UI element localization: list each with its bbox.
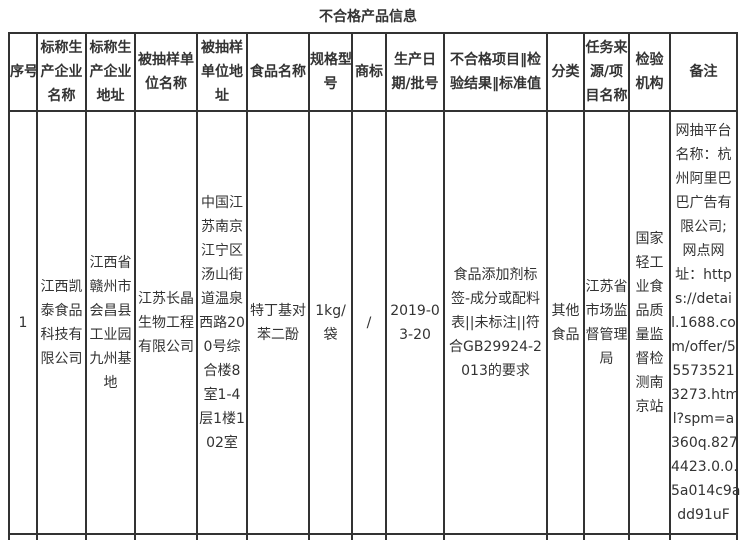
col-header-producer-name: 标称生 产企业 名称	[36, 32, 87, 112]
cell-category: 其他 食品	[546, 110, 585, 535]
col-header-inspection-agency: 检验 机构	[628, 32, 671, 112]
empty-cell	[628, 533, 671, 540]
cell-inspection-agency: 国家 轻工 业食 品质 量监 督检 测南 京站	[628, 110, 671, 535]
next-row-partial	[8, 533, 738, 540]
col-header-seq: 序号	[8, 32, 38, 112]
empty-cell	[669, 533, 738, 540]
col-header-sampled-unit-name: 被抽样单 位名称	[134, 32, 198, 112]
nonconforming-products-table: 序号 标称生 产企业 名称 标称生 产企业 地址 被抽样单 位名称 被抽样 单位…	[8, 32, 740, 540]
empty-cell	[246, 533, 310, 540]
empty-cell	[8, 533, 38, 540]
col-header-production-date-batch: 生产日 期/批号	[385, 32, 445, 112]
col-header-spec-model: 规格型 号	[308, 32, 353, 112]
cell-trademark: /	[351, 110, 387, 535]
empty-cell	[351, 533, 387, 540]
page-title: 不合格产品信息	[319, 9, 417, 25]
empty-cell	[134, 533, 198, 540]
empty-cell	[385, 533, 445, 540]
empty-cell	[443, 533, 548, 540]
col-header-food-name: 食品名称	[246, 32, 310, 112]
empty-cell	[583, 533, 630, 540]
cell-food-name: 特丁基对 苯二酚	[246, 110, 310, 535]
cell-producer-name: 江西凯 泰食品 科技有 限公司	[36, 110, 87, 535]
cell-failed-item-result-standard: 食品添加剂标 签-成分或配料 表||未标注||符 合GB29924-2 013的…	[443, 110, 548, 535]
col-header-failed-item-result-standard: 不合格项目‖检 验结果‖标准值	[443, 32, 548, 112]
header-row: 序号 标称生 产企业 名称 标称生 产企业 地址 被抽样单 位名称 被抽样 单位…	[8, 32, 738, 112]
col-header-remarks: 备注	[669, 32, 738, 112]
cell-sampled-unit-address: 中国江 苏南京 江宁区 汤山街 道温泉 西路20 0号综 合楼8 室1-4 层1…	[196, 110, 248, 535]
empty-cell	[85, 533, 136, 540]
cell-production-date-batch: 2019-0 3-20	[385, 110, 445, 535]
col-header-trademark: 商标	[351, 32, 387, 112]
table-row: 1 江西凯 泰食品 科技有 限公司 江西省 赣州市 会昌县 工业园 九州基 地 …	[8, 110, 740, 535]
empty-cell	[546, 533, 585, 540]
col-header-task-source-project: 任务来 源/项 目名称	[583, 32, 630, 112]
cell-remarks: 网抽平台 名称：杭 州阿里巴 巴广告有 限公司; 网点网 址：http s://…	[669, 110, 740, 535]
cell-spec-model: 1kg/ 袋	[308, 110, 353, 535]
col-header-producer-address: 标称生 产企业 地址	[85, 32, 136, 112]
cell-seq: 1	[8, 110, 38, 535]
cell-producer-address: 江西省 赣州市 会昌县 工业园 九州基 地	[85, 110, 136, 535]
empty-cell	[308, 533, 353, 540]
cell-sampled-unit-name: 江苏长晶 生物工程 有限公司	[134, 110, 198, 535]
empty-cell	[36, 533, 87, 540]
col-header-sampled-unit-address: 被抽样 单位地 址	[196, 32, 248, 112]
empty-cell	[196, 533, 248, 540]
col-header-category: 分类	[546, 32, 585, 112]
cell-task-source-project: 江苏省 市场监 督管理 局	[583, 110, 630, 535]
